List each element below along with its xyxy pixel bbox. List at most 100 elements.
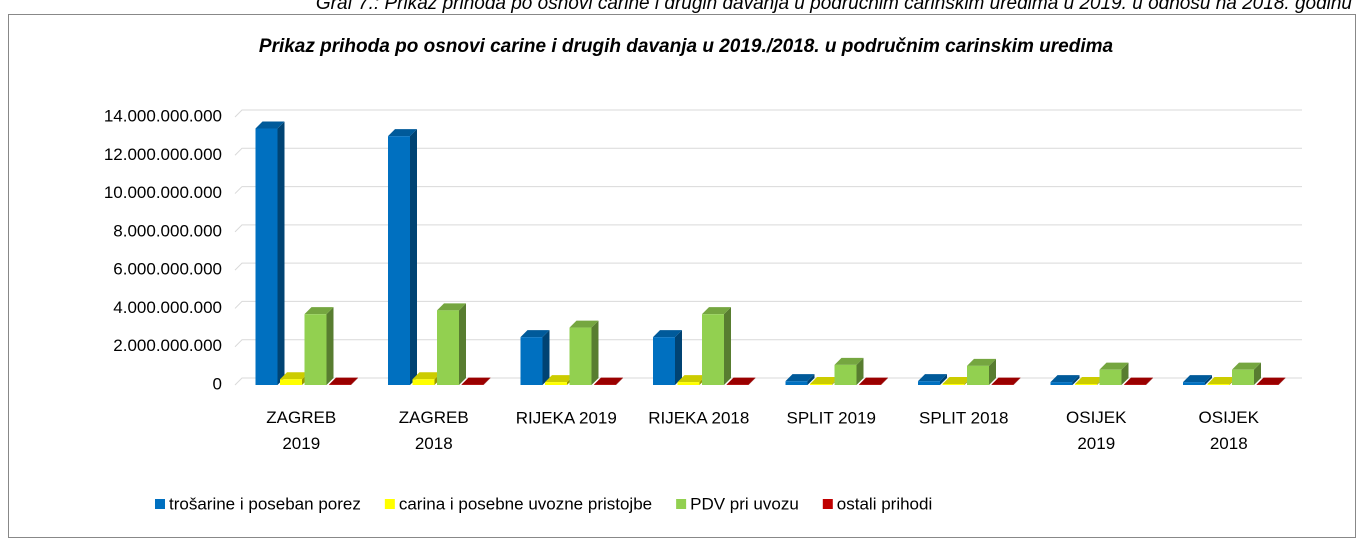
x-tick-label: RIJEKA 2019 — [516, 408, 617, 427]
bar-top — [304, 307, 334, 315]
bar-front — [785, 381, 808, 385]
bar-top — [1124, 377, 1153, 385]
bar-front — [520, 337, 543, 385]
bar — [1050, 375, 1080, 385]
x-tick-label: ZAGREB 2019 — [266, 408, 336, 453]
legend-swatch — [384, 499, 395, 509]
bar — [520, 330, 550, 385]
bar-front — [1183, 382, 1205, 385]
bar-front — [280, 379, 302, 385]
y-tick-label: 12.000.000.000 — [104, 145, 222, 164]
bar — [255, 121, 285, 385]
bar-top — [1183, 375, 1212, 383]
bar-front — [388, 136, 410, 385]
bar — [304, 307, 334, 385]
bar — [991, 377, 1021, 385]
bar-top — [255, 121, 285, 129]
bar-front — [834, 364, 857, 385]
bar-top — [1099, 362, 1129, 370]
x-tick-label: RIJEKA 2018 — [648, 408, 749, 427]
bar-front — [255, 128, 278, 385]
bar-side — [459, 303, 466, 385]
bar-top — [520, 330, 550, 338]
bar — [653, 330, 682, 385]
bar — [859, 377, 888, 385]
bar-top — [1207, 377, 1237, 385]
grid-line — [234, 262, 1302, 271]
bar-side — [326, 307, 334, 385]
bar — [834, 357, 864, 385]
bar — [1232, 362, 1261, 385]
bar-side — [410, 129, 417, 385]
bar-side — [748, 377, 756, 385]
x-tick-label: SPLIT 2018 — [919, 408, 1008, 427]
bar-front — [677, 382, 700, 385]
bar-side — [616, 377, 623, 385]
bar-side — [351, 377, 358, 385]
bar — [1256, 377, 1286, 385]
bar-side — [1146, 377, 1153, 385]
bar-top — [942, 377, 972, 385]
bar — [329, 377, 358, 385]
bar-top — [329, 377, 358, 385]
bar — [594, 377, 623, 385]
y-tick-label: 0 — [213, 374, 222, 393]
bar-top — [810, 377, 839, 385]
bar-top — [594, 377, 623, 385]
grid-line — [234, 186, 1302, 194]
bar-side — [807, 374, 815, 385]
bar-front — [545, 382, 567, 385]
grid-line — [234, 300, 1302, 309]
bar-top — [677, 375, 707, 383]
bar-side — [1121, 362, 1129, 385]
bar-side — [483, 377, 491, 385]
bar-top — [461, 377, 491, 385]
bar-front — [1232, 369, 1254, 385]
legend-swatch — [676, 499, 687, 509]
bar-front — [1207, 384, 1230, 385]
y-tick-label: 4.000.000.000 — [113, 298, 222, 317]
bar-side — [1254, 362, 1261, 385]
caption: Graf 7.: Prikaz prihoda po osnovi carine… — [316, 0, 1353, 14]
bar-side — [856, 357, 864, 385]
bar — [1099, 362, 1129, 385]
bar-top — [918, 374, 947, 382]
bar — [569, 320, 599, 385]
legend-label: PDV pri uvozu — [690, 494, 799, 513]
bar-front — [942, 384, 965, 385]
bar-top — [280, 372, 309, 380]
bar — [785, 374, 815, 385]
chart-title: Prikaz prihoda po osnovi carine i drugih… — [259, 36, 1114, 57]
bar — [388, 129, 417, 385]
bar-top — [1256, 377, 1286, 385]
bar — [1183, 375, 1212, 385]
legend-label: trošarine i poseban porez — [169, 494, 361, 513]
bar-front — [702, 314, 724, 385]
bar-front — [304, 314, 327, 385]
bar-top — [388, 129, 417, 137]
bar — [918, 374, 947, 385]
bar-front — [967, 365, 989, 385]
bar-side — [1013, 377, 1021, 385]
chart-border — [8, 14, 1356, 538]
bar-side — [1072, 375, 1080, 385]
y-tick-label: 8.000.000.000 — [113, 221, 222, 240]
bar — [702, 307, 731, 385]
bar-top — [1050, 375, 1080, 383]
grid-line — [234, 224, 1302, 233]
bar — [1124, 377, 1153, 385]
bar-side — [1205, 375, 1212, 385]
bar-top — [859, 377, 888, 385]
bar — [437, 303, 466, 385]
bar-front — [1050, 382, 1073, 385]
grid-line — [234, 339, 1302, 348]
legend-label: ostali prihodi — [837, 494, 932, 513]
bar — [461, 377, 491, 385]
bar-front — [569, 327, 592, 385]
bar — [726, 377, 756, 385]
bar-side — [591, 320, 599, 385]
bar-side — [940, 374, 947, 385]
bar-top — [412, 372, 442, 380]
y-tick-label: 10.000.000.000 — [104, 183, 222, 202]
